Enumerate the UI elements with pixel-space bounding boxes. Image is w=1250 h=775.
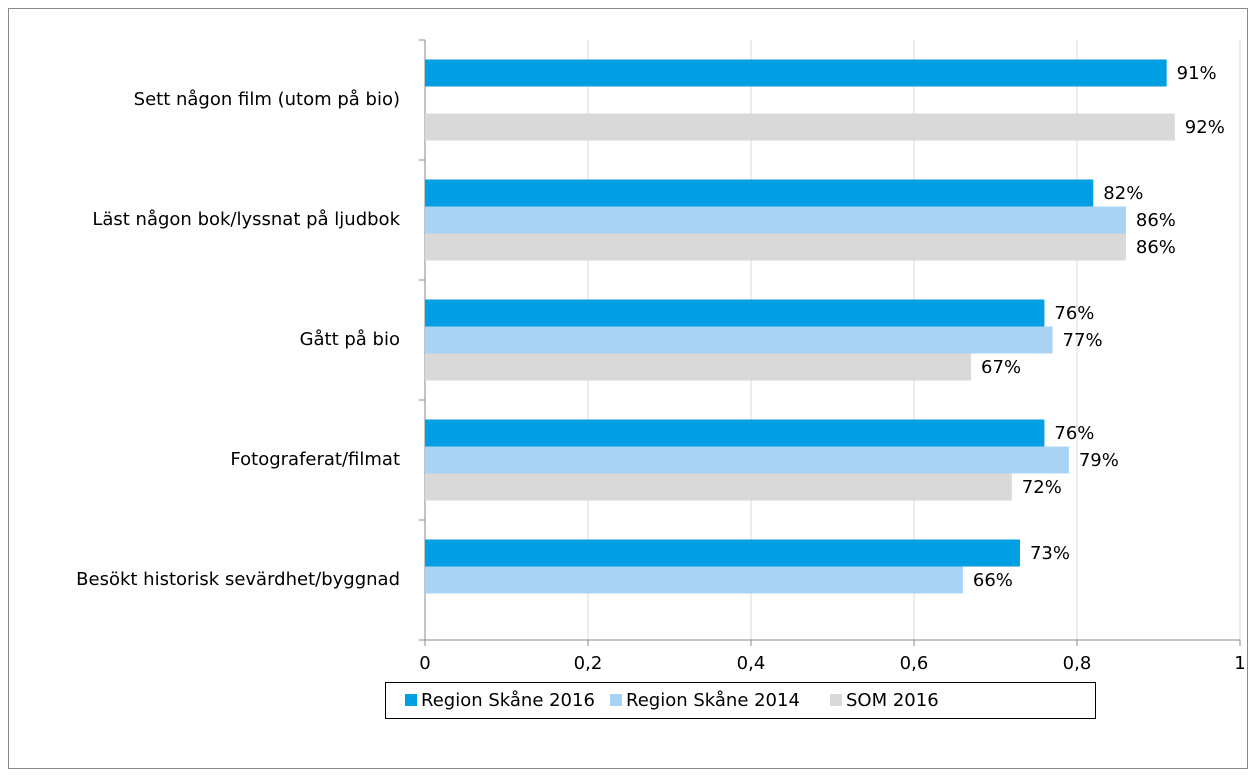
legend-swatch: [405, 694, 417, 706]
bar: [425, 206, 1126, 234]
bar: [425, 113, 1175, 141]
x-tick-label: 0,6: [900, 653, 929, 674]
bar: [425, 326, 1053, 354]
bar: [425, 446, 1069, 474]
bar: [425, 539, 1020, 567]
bar: [425, 566, 963, 594]
y-tick-label: Gått på bio: [300, 329, 400, 350]
data-label: 72%: [1022, 477, 1062, 498]
x-tick-label: 0: [419, 653, 430, 674]
data-label: 92%: [1185, 117, 1225, 138]
bar: [425, 353, 972, 381]
y-tick-label: Besökt historisk sevärdhet/byggnad: [76, 569, 400, 590]
x-tick-label: 1: [1234, 653, 1245, 674]
x-tick-label: 0,4: [737, 653, 766, 674]
legend-label: SOM 2016: [846, 690, 939, 711]
y-tick-label: Läst någon bok/lyssnat på ljudbok: [92, 209, 400, 230]
data-label: 82%: [1103, 183, 1143, 204]
legend-swatch: [830, 694, 842, 706]
data-label: 86%: [1136, 237, 1176, 258]
y-tick-label: Fotograferat/filmat: [230, 449, 400, 470]
data-label: 66%: [973, 570, 1013, 591]
data-label: 79%: [1079, 450, 1119, 471]
legend-box: [385, 682, 1096, 719]
data-label: 86%: [1136, 210, 1176, 231]
bar: [425, 419, 1045, 447]
data-label: 76%: [1054, 303, 1094, 324]
data-label: 67%: [981, 357, 1021, 378]
bar: [425, 299, 1045, 327]
legend-swatch: [610, 694, 622, 706]
x-tick-label: 0,8: [1063, 653, 1092, 674]
x-tick-label: 0,2: [574, 653, 603, 674]
data-label: 77%: [1063, 330, 1103, 351]
data-label: 91%: [1177, 63, 1217, 84]
legend-label: Region Skåne 2014: [626, 690, 800, 711]
bar: [425, 179, 1094, 207]
bar: [425, 233, 1126, 261]
y-tick-label: Sett någon film (utom på bio): [134, 89, 400, 110]
bar: [425, 59, 1167, 87]
legend-label: Region Skåne 2016: [421, 690, 595, 711]
data-label: 73%: [1030, 543, 1070, 564]
data-label: 76%: [1054, 423, 1094, 444]
bar: [425, 473, 1012, 501]
